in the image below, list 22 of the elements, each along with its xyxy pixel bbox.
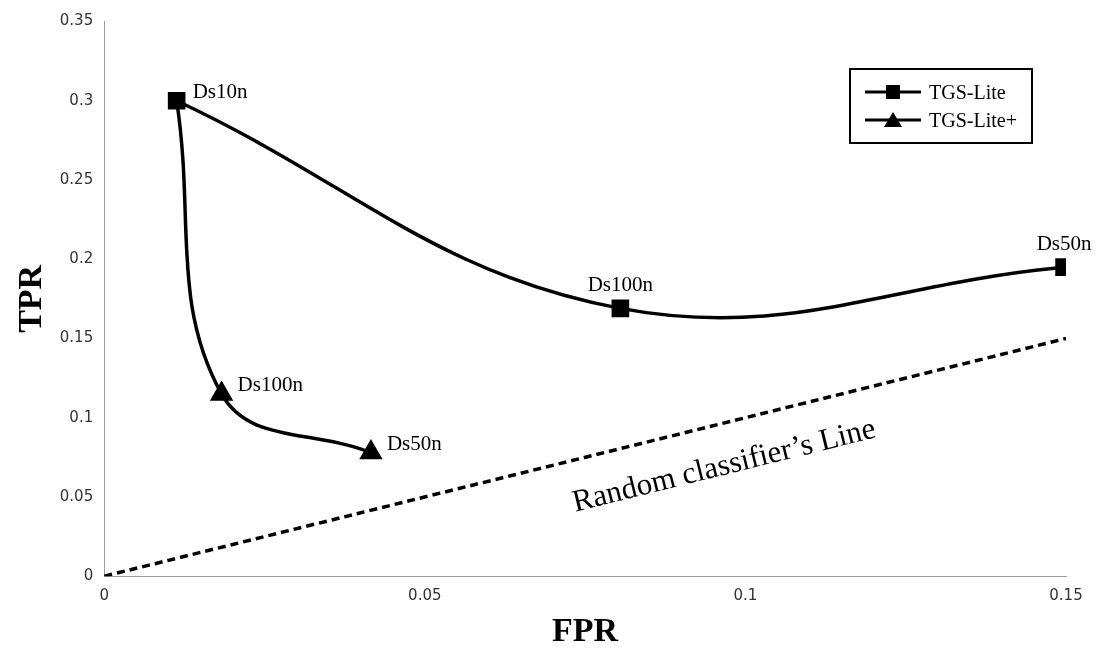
annotation: Ds10n [192, 78, 248, 103]
y-tick-label: 0.25 [59, 169, 94, 188]
annotation: Ds100n [237, 371, 304, 396]
annotation: Random classifier’s Line [568, 409, 879, 519]
y-tick-label: 0.35 [59, 11, 94, 30]
x-tick-label: 0.1 [733, 586, 758, 605]
y-tick-label: 0.2 [69, 249, 94, 268]
y-axis-title: TPR [11, 264, 49, 333]
y-tick-label: 0.3 [69, 90, 94, 109]
x-tick-label: 0.05 [408, 586, 442, 605]
x-axis-title: FPR [552, 611, 619, 649]
annotation: Ds100n [587, 272, 654, 297]
annotation: Ds50n [386, 430, 443, 455]
y-tick-label: 0 [83, 566, 94, 585]
legend-label: TGS-Lite [929, 80, 1006, 105]
x-tick-label: 0 [99, 586, 109, 605]
annotation: Ds50n [1036, 231, 1092, 256]
y-tick-label: 0.15 [59, 328, 94, 347]
legend-label: TGS-Lite+ [929, 108, 1017, 133]
y-tick-label: 0.05 [59, 486, 94, 505]
y-tick-label: 0.1 [69, 407, 94, 426]
x-tick-label: 0.15 [1049, 586, 1083, 605]
